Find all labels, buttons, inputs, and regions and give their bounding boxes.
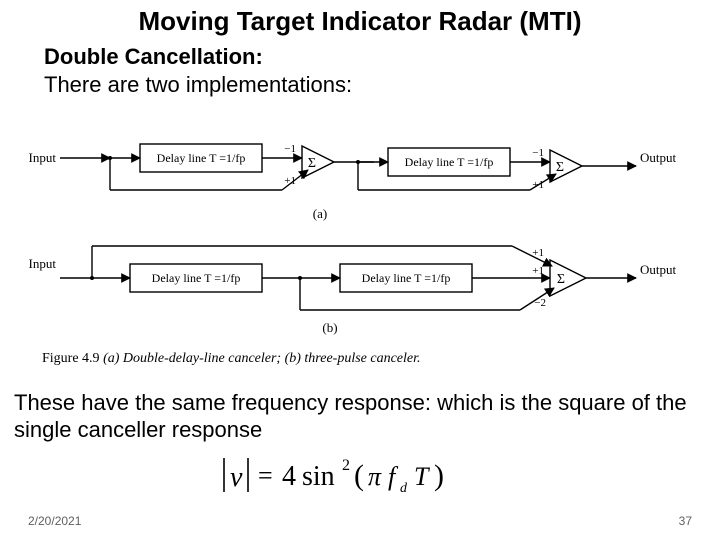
diag-a-box2-label: Delay line T =1/fp <box>405 155 494 169</box>
subtitle: Double Cancellation: <box>44 44 263 70</box>
figure-caption-b: (b) three-pulse canceler. <box>285 351 421 366</box>
diag-a-w2-top: −1 <box>532 147 544 159</box>
diag-b-output-label: Output <box>640 262 677 277</box>
eq-lparen: ( <box>354 459 364 492</box>
eq-equals: = <box>258 461 273 490</box>
diag-a-w1-bot: +1 <box>284 175 296 187</box>
diag-a-output-label: Output <box>640 150 677 165</box>
figure-area: Input Delay line T =1/fp −1 +1 Σ <box>0 118 720 378</box>
diag-a-tag: (a) <box>313 206 327 221</box>
diag-a-box1-label: Delay line T =1/fp <box>157 151 246 165</box>
figure-caption-a: (a) Double-delay-line canceler; <box>103 351 285 366</box>
diag-b-box2-label: Delay line T =1/fp <box>362 271 451 285</box>
eq-fn: sin <box>302 461 335 492</box>
figure-caption-prefix: Figure 4.9 <box>42 351 103 366</box>
diag-a-w1-top: −1 <box>284 143 296 155</box>
intro-line: There are two implementations: <box>44 72 352 98</box>
eq-coef: 4 <box>282 461 296 492</box>
diag-a-input-label: Input <box>29 150 57 165</box>
eq-f: f <box>388 462 399 491</box>
diag-a-sum2: Σ <box>556 160 564 175</box>
diag-b-input-label: Input <box>29 256 57 271</box>
svg-text:Figure 4.9 (a) Double-delay-l: Figure 4.9 (a) Double-delay-line cancele… <box>42 351 421 366</box>
eq-pi: π <box>368 462 382 491</box>
page-title: Moving Target Indicator Radar (MTI) <box>0 6 720 37</box>
equation: v = 4 sin 2 ( π f d T ) <box>0 452 720 507</box>
diag-b-tag: (b) <box>322 320 337 335</box>
diag-a-w2-bot: +1 <box>532 179 544 191</box>
eq-rparen: ) <box>434 459 444 492</box>
eq-T: T <box>414 462 430 491</box>
diag-b-w-top: +1 <box>532 247 544 259</box>
footer-page-number: 37 <box>679 514 692 528</box>
eq-d: d <box>400 481 408 496</box>
diag-b-box1-label: Delay line T =1/fp <box>152 271 241 285</box>
footer-date: 2/20/2021 <box>28 514 81 528</box>
diag-b-w-bot: −2 <box>534 297 546 309</box>
eq-lhs-v: v <box>230 462 243 493</box>
eq-power: 2 <box>342 457 350 474</box>
diag-b-w-mid: +1 <box>532 265 544 277</box>
body-text: These have the same frequency response: … <box>14 390 714 444</box>
diag-b-sum: Σ <box>557 272 565 287</box>
diag-a-sum1: Σ <box>308 156 316 171</box>
